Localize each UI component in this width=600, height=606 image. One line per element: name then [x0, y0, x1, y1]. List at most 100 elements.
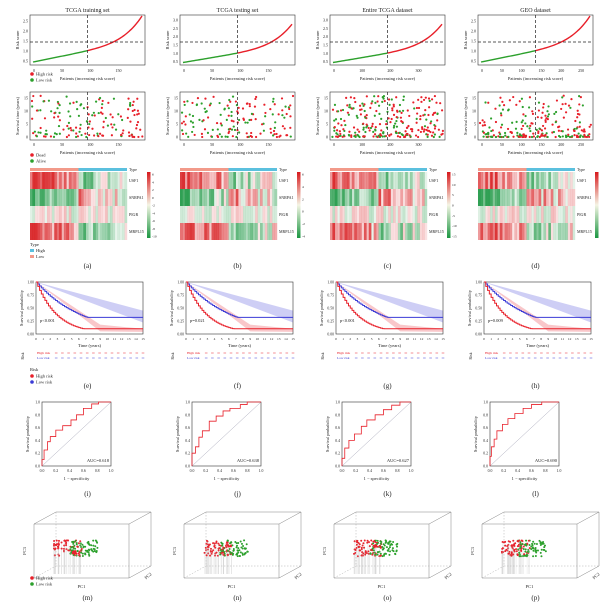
roc-xtick: 0.8	[245, 469, 250, 473]
surv-ylabel: Survival time (years)	[165, 97, 170, 135]
alive-point	[76, 108, 79, 111]
alive-point	[432, 135, 435, 139]
km-xtick: 14	[134, 337, 138, 341]
pca-box-edge	[481, 565, 505, 579]
alive-point	[423, 125, 427, 128]
heat-cell	[59, 172, 62, 189]
surv-legend-text: Dead	[36, 153, 46, 158]
heat-cell	[209, 223, 212, 240]
dead-point	[544, 133, 547, 137]
heat-cell	[61, 223, 65, 240]
heat-cell	[61, 172, 65, 189]
alive-point	[75, 100, 78, 103]
heat-cell	[211, 223, 215, 240]
heat-cell	[410, 223, 413, 240]
dead-point	[532, 135, 535, 138]
dead-point	[191, 101, 194, 105]
km-ytick: 0.50	[177, 307, 184, 311]
alive-point	[374, 128, 377, 131]
heat-cell	[414, 206, 418, 223]
heat-cell	[218, 172, 222, 189]
risk-ytick: 1.5	[323, 43, 328, 48]
risk-ytick: 2.0	[23, 29, 28, 34]
pca-point-low	[396, 545, 399, 548]
heat-cell	[558, 223, 561, 240]
pca-point-low	[87, 551, 90, 554]
dead-point	[521, 124, 525, 128]
dead-point	[281, 109, 284, 112]
heat-cell	[538, 172, 542, 189]
dead-point	[487, 101, 490, 104]
pca-point-low	[236, 544, 239, 547]
km-ytick: 0.25	[475, 320, 482, 324]
risk-ylabel: Risk score	[315, 31, 320, 50]
km-ylabel: Survival probability	[467, 289, 472, 326]
heat-cell	[66, 189, 69, 206]
heat-cell	[93, 172, 96, 189]
dead-point	[135, 127, 138, 130]
pca-point-low	[384, 552, 387, 555]
alive-point	[489, 117, 493, 120]
risk-curve-high	[535, 15, 591, 52]
dead-point	[557, 129, 560, 132]
heat-cell	[42, 172, 45, 189]
heat-cell	[247, 206, 251, 223]
dead-point	[102, 126, 105, 129]
heat-cell	[344, 172, 348, 189]
heat-cell	[30, 172, 33, 189]
pca-point-high	[362, 542, 365, 545]
heat-cell	[397, 223, 401, 240]
pca-point-high	[57, 539, 60, 542]
heat-cell	[196, 223, 200, 240]
heat-cell	[502, 172, 505, 189]
km-risk-label: Risk	[469, 352, 473, 359]
heat-cell	[482, 172, 486, 189]
alive-point	[334, 118, 338, 121]
heat-cell	[250, 206, 253, 223]
dead-point	[101, 112, 104, 115]
pca-point-low	[220, 541, 223, 544]
heat-cell	[497, 189, 501, 206]
heat-cell	[42, 223, 45, 240]
dead-point	[111, 116, 114, 119]
dead-point	[551, 123, 554, 126]
dead-point	[212, 95, 215, 98]
heat-cell	[351, 189, 355, 206]
risk-plot-title: TCGA testing set	[217, 8, 259, 14]
dead-point	[289, 126, 292, 129]
heat-cell	[417, 223, 420, 240]
dead-point	[237, 106, 240, 109]
heat-cell	[385, 172, 389, 189]
heat-cell	[424, 223, 428, 240]
risk-ytick: 1.5	[173, 43, 178, 48]
surv-ytick: 15	[324, 96, 328, 101]
heat-cell	[119, 189, 123, 206]
alive-point	[223, 108, 226, 111]
alive-point	[230, 110, 233, 114]
heat-cell	[114, 172, 118, 189]
heat-cell	[349, 189, 353, 206]
heat-cell	[560, 223, 564, 240]
pca-point-high	[379, 545, 382, 548]
type-bar-high	[330, 168, 379, 171]
dead-point	[352, 126, 356, 129]
surv-xtick: 250	[578, 142, 584, 147]
alive-point	[289, 135, 292, 138]
dead-point	[253, 105, 257, 108]
heat-scale-tick: 0	[152, 196, 154, 200]
heat-cell	[516, 172, 520, 189]
pca-point-high	[222, 546, 225, 549]
dead-point	[91, 127, 94, 130]
alive-point	[203, 107, 206, 110]
heat-cell	[34, 172, 38, 189]
pca-point-high	[513, 543, 516, 546]
pca-point-high	[55, 544, 58, 547]
heat-cell	[497, 172, 501, 189]
heat-cell	[76, 206, 79, 223]
risk-xtick: 0	[333, 68, 335, 73]
heat-cell	[482, 223, 486, 240]
pca-point-high	[354, 548, 357, 551]
alive-point	[484, 101, 487, 104]
heat-legend-high-swatch	[30, 249, 34, 252]
